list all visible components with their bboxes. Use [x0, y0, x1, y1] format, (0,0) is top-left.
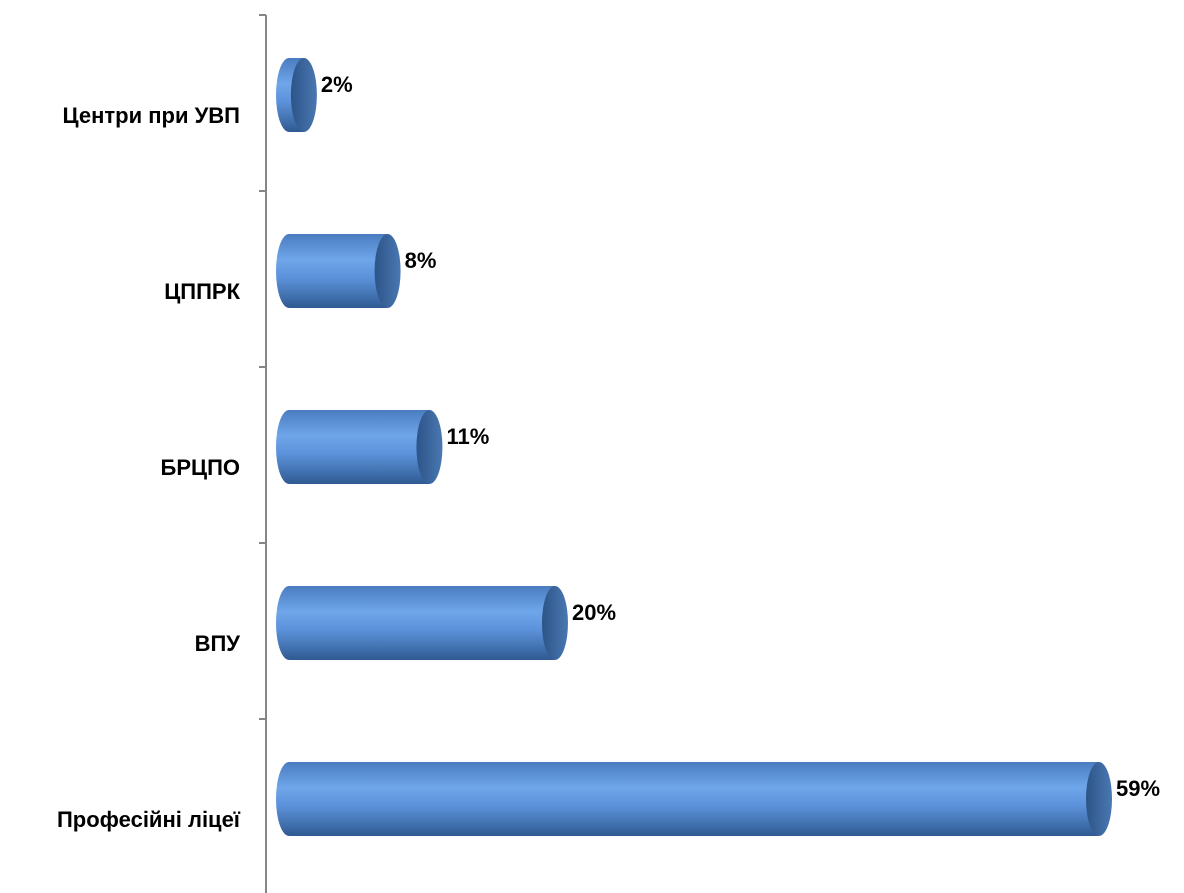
bar: [276, 762, 1099, 836]
bar-group: [276, 410, 443, 484]
bar-end-cap: [1086, 762, 1112, 836]
data-label: 2%: [321, 72, 353, 97]
bar-group: [276, 762, 1112, 836]
bar-end-cap: [290, 58, 317, 132]
y-axis: [259, 14, 267, 893]
bar: [276, 586, 555, 660]
bar: [276, 234, 388, 308]
labels: Центри при УВП 2% ЦППРК 8% БРЦПО 11% ВПУ 20% Про…: [57, 72, 1160, 832]
data-label: 11%: [446, 424, 489, 449]
category-label: Центри при УВП: [63, 103, 240, 128]
bars: [276, 58, 1112, 836]
bar-group: [276, 58, 317, 132]
data-label: 20%: [572, 600, 616, 625]
bar-end-cap: [541, 586, 568, 660]
bar-end-cap: [416, 410, 443, 484]
bar: [276, 410, 430, 484]
bar-group: [276, 586, 568, 660]
category-label: БРЦПО: [161, 455, 240, 480]
data-label: 8%: [405, 248, 437, 273]
category-label: ЦППРК: [164, 279, 240, 304]
category-label: ВПУ: [195, 631, 241, 656]
bar-end-cap: [374, 234, 401, 308]
data-label: 59%: [1116, 776, 1160, 801]
bar-group: [276, 234, 401, 308]
category-label: Професійні ліцеї: [57, 807, 241, 832]
